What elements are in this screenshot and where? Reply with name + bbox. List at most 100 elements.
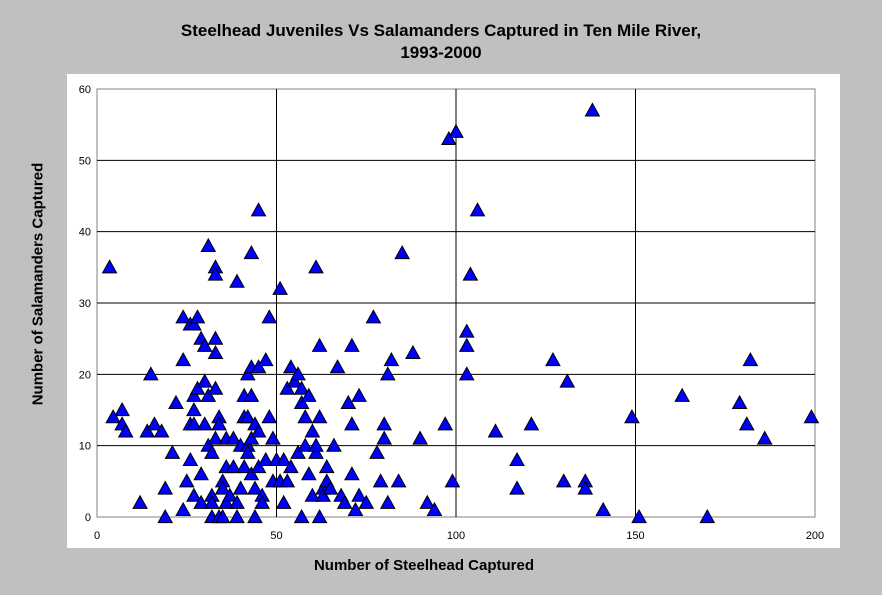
data-point-marker xyxy=(186,316,202,331)
data-point-marker xyxy=(458,323,475,338)
data-point-marker xyxy=(279,473,296,488)
data-point-marker xyxy=(376,416,393,431)
data-point-marker xyxy=(304,487,321,502)
data-point-marker xyxy=(297,437,314,452)
data-point-marker xyxy=(186,387,202,402)
y-tick-label: 50 xyxy=(79,155,91,167)
data-point-marker xyxy=(311,337,328,352)
data-point-marker xyxy=(243,387,260,402)
data-point-marker xyxy=(243,245,260,260)
data-point-marker xyxy=(803,409,820,424)
data-point-marker xyxy=(444,473,461,488)
data-point-marker xyxy=(175,309,192,324)
data-point-marker xyxy=(168,394,184,409)
data-point-marker xyxy=(293,508,310,524)
data-point-marker xyxy=(699,508,716,524)
chart-title: Steelhead Juveniles Vs Salamanders Captu… xyxy=(180,21,702,40)
data-point-marker xyxy=(437,416,454,431)
data-point-marker xyxy=(308,437,324,452)
data-point-marker xyxy=(351,387,367,402)
data-point-marker xyxy=(229,273,245,288)
data-point-marker xyxy=(523,416,540,431)
data-point-marker xyxy=(358,494,375,509)
data-point-marker xyxy=(186,401,202,417)
data-point-marker xyxy=(175,352,192,367)
data-point-marker xyxy=(290,366,306,381)
data-point-marker xyxy=(204,444,220,459)
data-point-marker xyxy=(322,480,339,495)
data-point-marker xyxy=(143,366,159,381)
data-point-marker xyxy=(458,337,475,352)
data-point-marker xyxy=(182,451,199,467)
data-point-marker xyxy=(308,444,324,459)
data-point-marker xyxy=(204,494,220,509)
data-point-marker xyxy=(229,494,245,509)
data-point-marker xyxy=(196,416,213,431)
data-point-marker xyxy=(257,352,274,367)
data-point-marker xyxy=(218,494,235,509)
data-point-marker xyxy=(186,416,202,431)
data-point-marker xyxy=(117,423,134,438)
data-point-marker xyxy=(196,337,213,352)
data-point-marker xyxy=(272,280,288,295)
data-point-marker xyxy=(247,480,263,495)
data-point-marker xyxy=(419,494,436,509)
data-point-marker xyxy=(261,309,278,324)
data-point-marker xyxy=(225,430,242,445)
data-point-marker xyxy=(275,451,292,467)
data-point-marker xyxy=(369,444,385,459)
data-point-marker xyxy=(175,501,192,516)
data-point-marker xyxy=(132,494,148,509)
data-point-marker xyxy=(164,444,181,459)
data-point-marker xyxy=(372,473,389,488)
data-point-marker xyxy=(257,451,274,467)
data-point-marker xyxy=(509,480,525,495)
y-tick-label: 30 xyxy=(79,298,91,310)
data-point-marker xyxy=(232,480,249,495)
data-point-marker xyxy=(250,202,267,217)
data-point-marker xyxy=(756,430,773,445)
data-point-marker xyxy=(340,394,357,409)
data-point-marker xyxy=(207,430,224,445)
data-point-marker xyxy=(379,494,396,509)
data-point-marker xyxy=(105,409,122,424)
data-point-marker xyxy=(214,508,231,524)
data-point-marker xyxy=(200,387,217,402)
data-point-marker xyxy=(336,494,353,509)
data-point-marker xyxy=(293,380,310,395)
data-point-marker xyxy=(300,466,317,481)
data-point-marker xyxy=(239,444,256,459)
data-point-marker xyxy=(101,259,118,274)
y-tick-label: 40 xyxy=(79,227,91,239)
data-point-marker xyxy=(674,387,691,402)
x-tick-label: 100 xyxy=(447,530,465,542)
data-point-marker xyxy=(631,508,647,524)
data-point-marker xyxy=(275,494,292,509)
data-point-marker xyxy=(297,409,314,424)
data-point-marker xyxy=(239,409,256,424)
data-point-marker xyxy=(390,473,407,488)
data-point-marker xyxy=(293,394,310,409)
data-point-marker xyxy=(308,259,324,274)
data-point-marker xyxy=(221,487,238,502)
data-point-marker xyxy=(379,366,396,381)
data-point-marker xyxy=(239,366,256,381)
data-point-marker xyxy=(383,352,400,367)
data-point-marker xyxy=(555,473,572,488)
data-point-marker xyxy=(365,309,382,324)
y-tick-label: 60 xyxy=(79,84,91,96)
data-point-marker xyxy=(283,359,299,374)
data-point-marker xyxy=(286,373,303,388)
y-tick-label: 0 xyxy=(85,512,91,524)
data-point-marker xyxy=(261,409,278,424)
data-point-marker xyxy=(344,416,360,431)
data-point-marker xyxy=(254,494,270,509)
data-point-marker xyxy=(624,409,640,424)
data-point-marker xyxy=(290,444,306,459)
data-point-marker xyxy=(412,430,428,445)
data-point-marker xyxy=(347,501,364,516)
data-point-marker xyxy=(469,202,486,217)
data-point-marker xyxy=(462,266,479,281)
data-point-marker xyxy=(509,451,525,467)
